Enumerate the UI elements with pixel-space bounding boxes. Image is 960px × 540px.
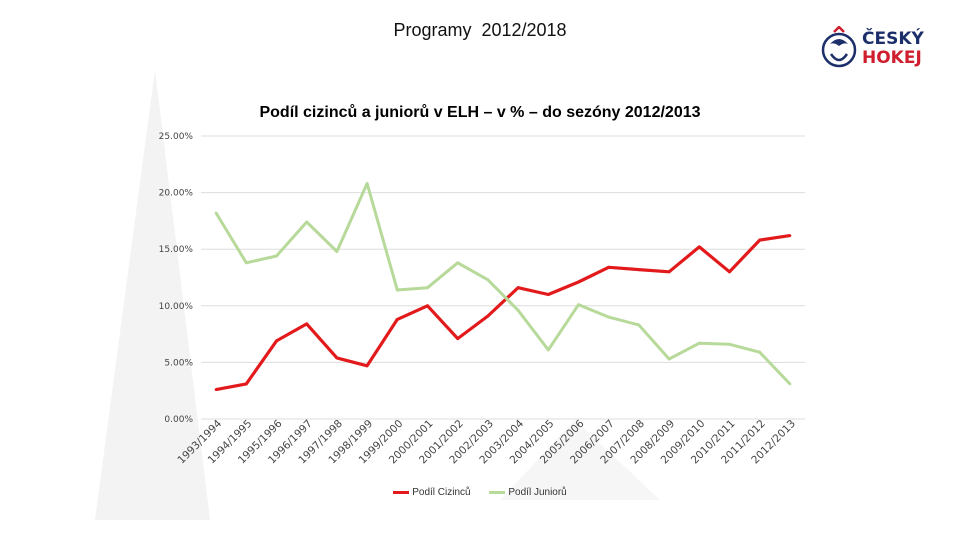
data-point: [637, 323, 641, 327]
y-tick-label: 10.00%: [159, 302, 194, 312]
data-point: [697, 341, 701, 345]
data-point: [667, 357, 671, 361]
legend: Podíl Cizinců Podíl Juniorů: [0, 486, 960, 498]
y-tick-label: 15.00%: [159, 245, 194, 255]
data-point: [305, 322, 309, 326]
data-point: [607, 315, 611, 319]
logo-text-line1: ČESKÝ: [862, 29, 924, 49]
data-point: [486, 278, 490, 282]
series-line-junior: [214, 182, 791, 385]
data-point: [637, 268, 641, 271]
data-point: [758, 238, 762, 242]
data-point: [577, 303, 580, 307]
data-point: [395, 288, 399, 292]
series-layer: [214, 182, 792, 392]
data-point: [758, 350, 762, 354]
legend-swatch-foreign: [393, 491, 410, 494]
data-point: [728, 270, 731, 274]
data-point: [275, 254, 278, 258]
y-tick-label: 0.00%: [164, 415, 193, 425]
data-point: [577, 280, 580, 284]
y-tick-label: 5.00%: [164, 358, 193, 368]
data-point: [456, 261, 460, 265]
data-point: [728, 342, 731, 346]
cesky-hokej-logo: ČESKÝ HOKEJ: [818, 25, 928, 76]
legend-label-junior: Podíl Juniorů: [508, 487, 567, 498]
y-tick-label: 25.00%: [159, 132, 194, 142]
legend-item-foreign: Podíl Cizinců: [393, 487, 471, 498]
y-tick-label: 20.00%: [159, 189, 194, 199]
slide-title: Programy 2012/2018: [393, 20, 567, 40]
data-point: [426, 286, 429, 290]
data-point: [788, 382, 792, 386]
x-axis-ticks: 1993/19941994/19951995/19961996/19971997…: [175, 417, 798, 466]
series-line-foreign: [215, 234, 791, 392]
data-point: [214, 388, 218, 391]
data-point: [486, 314, 490, 318]
data-point: [365, 364, 369, 368]
data-point: [275, 339, 278, 343]
y-axis-ticks: 0.00% 5.00% 10.00% 15.00% 20.00% 25.00%: [159, 132, 194, 425]
data-point: [426, 304, 429, 308]
data-point: [546, 293, 550, 296]
data-point: [516, 286, 520, 290]
data-point: [395, 317, 399, 321]
data-point: [244, 382, 248, 386]
data-point: [335, 250, 339, 253]
lion-icon: [821, 25, 857, 68]
data-point: [546, 348, 550, 352]
legend-swatch-junior: [489, 491, 506, 494]
data-point: [305, 220, 309, 224]
legend-label-foreign: Podíl Cizinců: [412, 487, 471, 498]
data-point: [516, 308, 520, 312]
chart-title: Podíl cizinců a juniorů v ELH – v % – do…: [259, 104, 701, 121]
data-point: [697, 245, 701, 249]
legend-item-junior: Podíl Juniorů: [489, 487, 567, 498]
data-point: [244, 261, 248, 265]
data-point: [788, 234, 792, 238]
grid-layer: [201, 135, 805, 420]
data-point: [456, 337, 460, 341]
data-point: [335, 356, 339, 360]
data-point: [214, 211, 218, 215]
data-point: [607, 265, 611, 269]
data-point: [667, 270, 671, 274]
logo-text-line2: HOKEJ: [862, 48, 922, 68]
data-point: [365, 182, 369, 185]
